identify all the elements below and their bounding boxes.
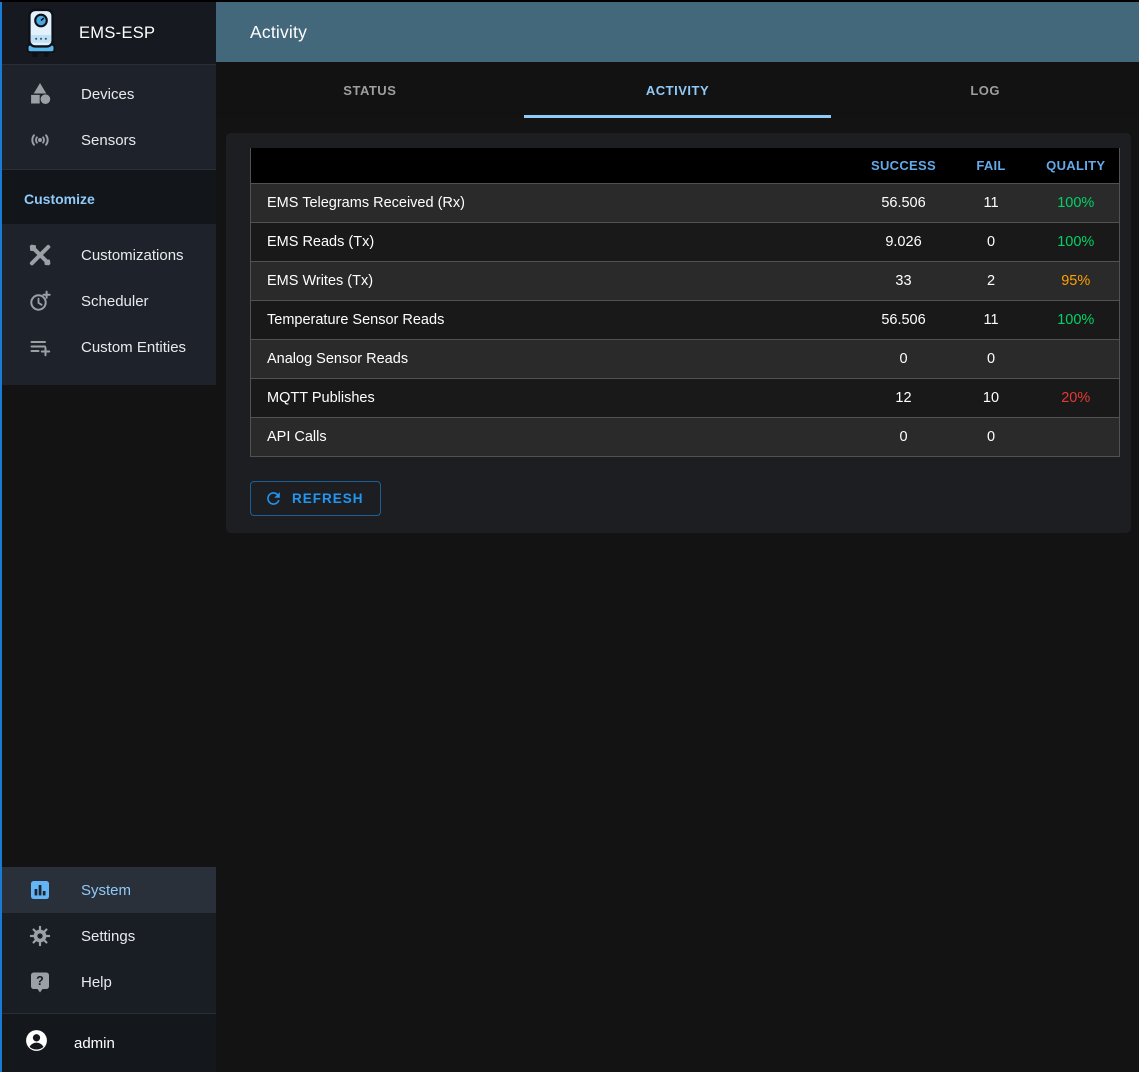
appbar: Activity xyxy=(216,2,1139,62)
sidebar-item-label: Settings xyxy=(81,927,136,945)
table-row: Analog Sensor Reads 0 0 xyxy=(250,339,1120,378)
row-name: EMS Telegrams Received (Rx) xyxy=(267,194,465,211)
account-icon xyxy=(24,1028,49,1058)
row-fail: 0 xyxy=(986,350,996,367)
sidebar-spacer xyxy=(2,385,216,867)
refresh-button[interactable]: REFRESH xyxy=(250,480,381,516)
sidebar-group-customize: Customizations Scheduler xyxy=(2,224,216,385)
refresh-icon xyxy=(267,491,280,505)
table-row: MQTT Publishes 12 10 20% xyxy=(250,378,1120,417)
sidebar-item-customizations[interactable]: Customizations xyxy=(2,232,216,278)
scheduler-icon xyxy=(27,288,53,314)
refresh-button-label: REFRESH xyxy=(292,490,364,506)
row-quality: 100% xyxy=(1057,311,1095,328)
table-row: EMS Telegrams Received (Rx) 56.506 11 10… xyxy=(250,183,1120,222)
system-icon xyxy=(27,877,53,903)
col-header-success: SUCCESS xyxy=(871,157,936,173)
tab-activity[interactable]: ACTIVITY xyxy=(523,62,832,118)
sidebar-item-label: Devices xyxy=(81,85,135,103)
row-fail: 10 xyxy=(982,389,1000,406)
row-fail: 2 xyxy=(986,272,996,289)
col-header-quality: QUALITY xyxy=(1046,157,1106,173)
row-name: Analog Sensor Reads xyxy=(267,350,409,367)
row-name: EMS Writes (Tx) xyxy=(267,272,374,289)
row-success: 33 xyxy=(895,272,912,289)
devices-icon xyxy=(27,81,53,107)
row-quality: 100% xyxy=(1057,194,1095,211)
row-success: 9.026 xyxy=(885,233,922,250)
customizations-icon xyxy=(27,242,53,268)
row-name: MQTT Publishes xyxy=(267,389,375,406)
active-tab-indicator xyxy=(523,115,832,118)
sidebar: EMS-ESP Devices xyxy=(2,2,216,1072)
sensors-icon xyxy=(27,127,53,153)
admin-label: admin xyxy=(74,1034,115,1052)
main-area: Activity STATUS ACTIVITY LOG SUCCESS FAI… xyxy=(216,2,1139,1072)
table-header-row: SUCCESS FAIL QUALITY xyxy=(250,148,1120,183)
app-logo-row[interactable]: EMS-ESP xyxy=(2,2,216,65)
table-row: API Calls 0 0 xyxy=(250,417,1120,456)
tab-bar: STATUS ACTIVITY LOG xyxy=(216,62,1139,118)
table-row: Temperature Sensor Reads 56.506 11 100% xyxy=(250,300,1120,339)
sidebar-item-label: Help xyxy=(81,973,112,991)
row-success: 56.506 xyxy=(881,194,926,211)
svg-text:?: ? xyxy=(36,974,44,988)
activity-card: SUCCESS FAIL QUALITY EMS Telegrams Recei… xyxy=(226,133,1131,533)
row-name: Temperature Sensor Reads xyxy=(267,311,445,328)
tab-activity-label: ACTIVITY xyxy=(645,82,710,98)
sidebar-item-devices[interactable]: Devices xyxy=(2,71,216,117)
sidebar-item-help[interactable]: ? Help xyxy=(2,959,216,1005)
row-success: 56.506 xyxy=(881,311,926,328)
row-name: API Calls xyxy=(267,428,327,445)
row-success: 0 xyxy=(899,350,908,367)
row-quality: 100% xyxy=(1057,233,1095,250)
sidebar-item-label: System xyxy=(81,881,132,899)
row-quality: 20% xyxy=(1061,389,1091,406)
row-success: 0 xyxy=(899,428,908,445)
sidebar-item-label: Customizations xyxy=(81,246,184,264)
row-fail: 0 xyxy=(986,233,996,250)
row-fail: 0 xyxy=(986,428,996,445)
sidebar-group-system: System xyxy=(2,867,216,1013)
row-fail: 11 xyxy=(983,311,999,328)
table-row: EMS Writes (Tx) 33 2 95% xyxy=(250,261,1120,300)
col-header-fail: FAIL xyxy=(976,157,1006,173)
sidebar-item-custom-entities[interactable]: Custom Entities xyxy=(2,324,216,370)
sidebar-subheader-customize: Customize xyxy=(24,191,95,207)
tab-status[interactable]: STATUS xyxy=(343,82,397,98)
activity-table: SUCCESS FAIL QUALITY EMS Telegrams Recei… xyxy=(250,148,1120,457)
sidebar-item-sensors[interactable]: Sensors xyxy=(2,117,216,163)
sidebar-item-admin[interactable]: admin xyxy=(2,1014,216,1072)
row-success: 12 xyxy=(895,389,912,406)
row-name: EMS Reads (Tx) xyxy=(267,233,375,250)
row-quality xyxy=(1033,339,1120,378)
tab-log[interactable]: LOG xyxy=(970,82,1001,98)
boiler-logo-icon xyxy=(26,8,56,58)
row-quality: 95% xyxy=(1061,272,1091,289)
col-header-name xyxy=(251,148,858,183)
sidebar-item-scheduler[interactable]: Scheduler xyxy=(2,278,216,324)
sidebar-item-label: Custom Entities xyxy=(81,338,187,356)
page-title: Activity xyxy=(250,21,308,42)
help-icon: ? xyxy=(27,969,53,995)
window-left-edge xyxy=(0,2,2,1072)
custom-entities-icon xyxy=(27,334,53,360)
sidebar-divider xyxy=(2,1013,216,1014)
sidebar-item-system[interactable]: System xyxy=(2,867,216,913)
sidebar-item-label: Sensors xyxy=(81,131,137,149)
sidebar-group-main: Devices Sensors xyxy=(2,65,216,170)
app-title: EMS-ESP xyxy=(79,23,156,42)
table-row: EMS Reads (Tx) 9.026 0 100% xyxy=(250,222,1120,261)
sidebar-item-settings[interactable]: Settings xyxy=(2,913,216,959)
settings-icon xyxy=(27,923,53,949)
row-fail: 11 xyxy=(983,194,999,211)
sidebar-item-label: Scheduler xyxy=(81,292,149,310)
row-quality xyxy=(1033,417,1120,456)
